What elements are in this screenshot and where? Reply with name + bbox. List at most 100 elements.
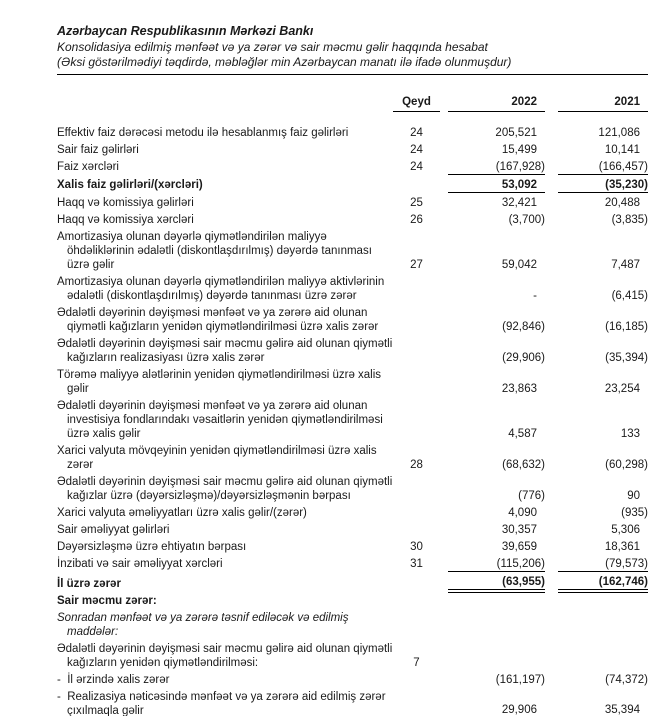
- row-label: Ədalətli dəyərinin dəyişməsi sair məcmu …: [57, 642, 393, 669]
- column-gap: [440, 140, 448, 157]
- row-label: Amortizasiya olunan dəyərlə qiymətləndir…: [57, 275, 385, 302]
- row-value-2022: 205,521: [495, 126, 537, 139]
- row-label: İl üzrə zərər: [57, 577, 121, 590]
- row-label: Ədalətli dəyərinin dəyişməsi mənfəət və …: [57, 306, 379, 333]
- table-row: Ədalətli dəyərinin dəyişməsi sair məcmu …: [57, 639, 648, 670]
- table-row: Sair məcmu zərər:: [57, 591, 648, 608]
- row-label: Amortizasiya olunan dəyərlə qiymətləndir…: [57, 230, 372, 271]
- row-value-2022: [448, 639, 545, 670]
- row-label: Sonradan mənfəət və ya zərərə təsnif edi…: [57, 611, 349, 638]
- row-value-2022: -: [533, 289, 537, 302]
- row-label: Sair faiz gəlirləri: [57, 143, 139, 156]
- column-gap: [545, 537, 558, 554]
- column-gap: [545, 503, 558, 520]
- table-row: Törəmə maliyyə alətlərinin yenidən qiymə…: [57, 365, 648, 396]
- column-gap: [545, 111, 558, 140]
- row-note: 31: [410, 558, 423, 570]
- column-gap: [545, 687, 558, 716]
- row-value-2022: (3,700): [508, 213, 545, 226]
- row-value-2021: 5,306: [611, 523, 640, 536]
- column-gap: [545, 210, 558, 227]
- statement-table: Qeyd 2022 2021 Effektiv faiz dərəcəsi me…: [57, 74, 648, 716]
- column-gap: [440, 520, 448, 537]
- column-gap: [440, 441, 448, 472]
- column-gap: [545, 554, 558, 572]
- table-row: Amortizasiya olunan dəyərlə qiymətləndir…: [57, 227, 648, 272]
- row-value-2022: 39,659: [501, 540, 537, 553]
- column-gap: [440, 227, 448, 272]
- row-note: 28: [410, 458, 423, 471]
- column-gap: [440, 503, 448, 520]
- column-gap: [440, 687, 448, 716]
- row-value-2021: (162,746): [558, 571, 648, 593]
- column-gap: [440, 192, 448, 210]
- table-row: İl üzrə zərər (63,955) (162,746): [57, 571, 648, 593]
- row-note: [393, 272, 440, 303]
- row-value-2022: 59,042: [501, 258, 537, 271]
- row-value-2021: (35,394): [605, 351, 648, 364]
- row-value-2021: 90: [627, 489, 640, 502]
- row-value-2022: (115,206): [448, 553, 545, 572]
- table-row: Effektiv faiz dərəcəsi metodu ilə hesabl…: [57, 111, 648, 140]
- row-note: 7: [413, 656, 420, 669]
- column-gap: [440, 272, 448, 303]
- column-gap: [545, 334, 558, 365]
- row-note: [393, 303, 440, 334]
- column-gap: [545, 75, 558, 112]
- table-row: Sair əməliyyat gəlirləri 30,357 5,306: [57, 520, 648, 537]
- column-gap: [440, 111, 448, 140]
- column-gap: [440, 365, 448, 396]
- statement-rows: Effektiv faiz dərəcəsi metodu ilə hesabl…: [57, 111, 648, 716]
- report-title: Konsolidasiya edilmiş mənfəət və ya zərə…: [57, 39, 488, 54]
- row-note: [393, 608, 440, 639]
- row-label: Ədalətli dəyərinin dəyişməsi sair məcmu …: [57, 475, 393, 502]
- row-value-2021: (74,372): [605, 673, 648, 686]
- row-note: [393, 334, 440, 365]
- column-gap: [440, 210, 448, 227]
- row-value-2021: [558, 591, 648, 608]
- row-value-2022: 53,092: [448, 174, 545, 193]
- row-value-2022: (29,906): [502, 351, 545, 364]
- row-note: 24: [410, 161, 423, 173]
- row-label: Ədalətli dəyərinin dəyişməsi sair məcmu …: [57, 337, 393, 364]
- column-gap: [440, 174, 448, 192]
- row-value-2022: [448, 608, 545, 639]
- row-label: Xalis faiz gəlirləri/(xərcləri): [57, 179, 203, 191]
- column-gap: [440, 554, 448, 572]
- row-note: [393, 571, 440, 591]
- column-gap: [440, 608, 448, 639]
- row-label: Xarici valyuta əməliyyatları üzrə xalis …: [57, 506, 307, 519]
- row-label: Faiz xərcləri: [57, 161, 119, 173]
- row-value-2021: 20,488: [604, 196, 640, 209]
- column-gap: [440, 670, 448, 687]
- bank-name: Azərbaycan Respublikasının Mərkəzi Bankı: [57, 24, 314, 38]
- column-gap: [440, 157, 448, 175]
- column-gap: [545, 639, 558, 670]
- row-value-2021: (35,230): [558, 174, 648, 193]
- column-gap: [545, 365, 558, 396]
- row-value-2021: (166,457): [558, 156, 648, 175]
- table-row: - Realizasiya nəticəsində mənfəət və ya …: [57, 686, 648, 716]
- row-value-2022: (161,197): [495, 673, 545, 686]
- row-note: 24: [410, 143, 423, 156]
- row-value-2021: [558, 608, 648, 639]
- column-gap: [545, 192, 558, 210]
- row-value-2021: 7,487: [611, 258, 640, 271]
- row-value-2022: (68,632): [502, 458, 545, 471]
- row-label: - Realizasiya nəticəsində mənfəət və ya …: [57, 690, 386, 716]
- row-value-2022: 4,090: [508, 506, 537, 519]
- table-row: Sonradan mənfəət və ya zərərə təsnif edi…: [57, 608, 648, 639]
- row-value-2021: 18,361: [604, 540, 640, 553]
- row-note: [393, 687, 440, 716]
- row-value-2022: (167,928): [448, 156, 545, 175]
- row-value-2021: (6,415): [611, 289, 648, 302]
- row-value-2022: 4,587: [508, 427, 537, 440]
- table-row: Xalis faiz gəlirləri/(xərcləri) 53,092 (35…: [57, 174, 648, 193]
- column-gap: [545, 140, 558, 157]
- table-row: Faiz xərcləri 24 (167,928) (166,457): [57, 156, 648, 175]
- row-note: [393, 670, 440, 687]
- row-note: 26: [410, 213, 423, 226]
- row-note: [393, 365, 440, 396]
- column-gap: [545, 591, 558, 608]
- column-gap: [545, 571, 558, 591]
